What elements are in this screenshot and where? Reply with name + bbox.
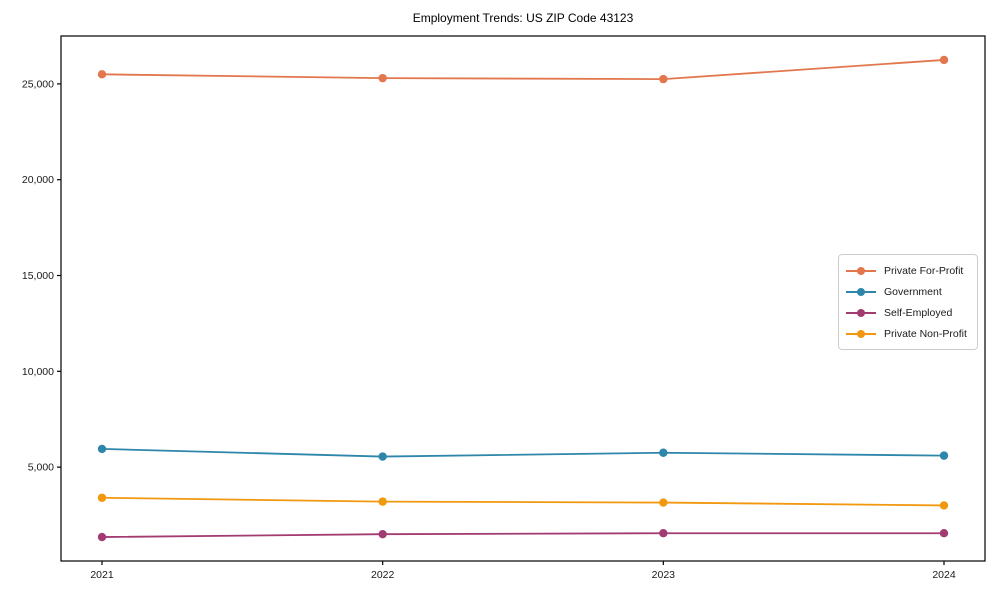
legend-label: Government [884,285,942,298]
data-point [659,448,668,457]
legend-marker-icon [846,266,876,276]
x-tick-label: 2024 [932,569,956,581]
y-tick-label: 10,000 [22,366,54,378]
data-point [378,497,387,506]
x-tick-label: 2023 [652,569,676,581]
legend-label: Self-Employed [884,306,953,319]
data-point [939,55,949,65]
data-point [97,532,107,542]
data-point [378,73,387,83]
y-tick-label: 15,000 [22,270,54,282]
legend-label: Private For-Profit [884,264,964,277]
data-point [378,452,387,461]
data-point [939,451,949,460]
series-line [101,496,945,507]
y-tick-label: 20,000 [22,174,54,186]
x-tick-label: 2021 [90,569,114,581]
legend-item: Private Non-Profit [846,323,969,344]
legend-item: Government [846,281,969,302]
data-point [97,493,107,502]
legend-marker-icon [846,287,876,297]
data-point [97,444,107,454]
series-line [101,59,945,81]
data-point [659,498,668,507]
x-tick-label: 2022 [371,569,395,581]
data-point [97,70,107,79]
series-line [101,448,945,458]
data-point [378,529,387,539]
legend-item: Private For-Profit [846,260,969,281]
legend-label: Private Non-Profit [884,327,967,340]
y-tick-label: 5,000 [28,462,54,474]
data-point [659,74,668,84]
legend-item: Self-Employed [846,302,969,323]
y-tick-label: 25,000 [22,78,54,90]
data-point [659,529,668,538]
legend: Private For-Profit Government Self-Employe… [838,254,978,350]
data-point [939,529,949,538]
plot-border [60,35,986,562]
legend-marker-icon [846,329,876,339]
legend-marker-icon [846,308,876,318]
series-line [101,532,944,538]
chart-title: Employment Trends: US ZIP Code 43123 [412,11,634,25]
data-point [939,501,949,510]
